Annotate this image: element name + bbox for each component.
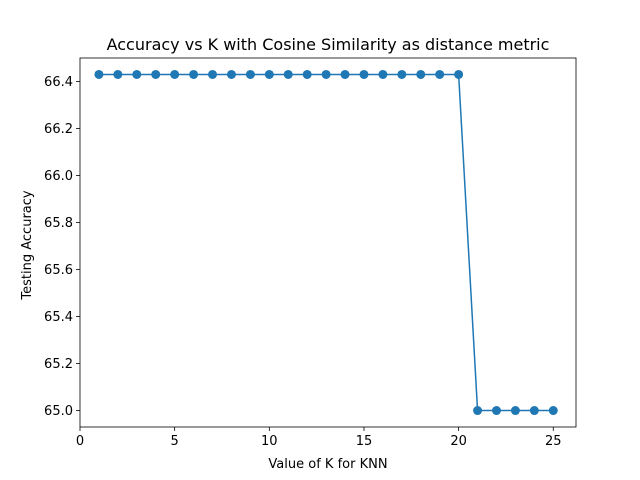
axes-frame [79, 57, 577, 428]
data-point [94, 69, 104, 79]
x-tick-label: 20 [450, 434, 467, 449]
data-point [548, 406, 558, 416]
y-tick-label: 66.4 [44, 75, 73, 90]
data-point [416, 69, 426, 79]
data-point [378, 69, 388, 79]
x-tick-label: 10 [261, 434, 278, 449]
data-point [113, 69, 123, 79]
y-tick-label: 65.8 [44, 216, 73, 231]
data-point [435, 69, 445, 79]
data-point [454, 69, 464, 79]
data-point [491, 406, 501, 416]
data-point [359, 69, 369, 79]
data-point [189, 69, 199, 79]
x-tick-label: 25 [545, 434, 562, 449]
data-point [397, 69, 407, 79]
x-tick-label: 0 [76, 434, 84, 449]
data-point [529, 406, 539, 416]
x-axis-label: Value of K for KNN [268, 457, 387, 472]
data-point [151, 69, 161, 79]
y-axis-label: Testing Accuracy [20, 190, 35, 300]
data-point [340, 69, 350, 79]
y-tick-label: 65.6 [44, 263, 73, 278]
data-point [264, 69, 274, 79]
data-point [245, 69, 255, 79]
chart-title: Accuracy vs K with Cosine Similarity as … [107, 35, 550, 54]
y-tick-label: 65.4 [44, 310, 73, 325]
data-point [132, 69, 142, 79]
data-point [170, 69, 180, 79]
y-tick-label: 66.0 [44, 169, 73, 184]
data-point [302, 69, 312, 79]
x-tick-label: 15 [356, 434, 373, 449]
data-point [208, 69, 218, 79]
data-point [473, 406, 483, 416]
y-tick-label: 65.2 [44, 357, 73, 372]
data-point [226, 69, 236, 79]
x-tick-label: 5 [171, 434, 179, 449]
data-point [321, 69, 331, 79]
data-point [283, 69, 293, 79]
data-point [510, 406, 520, 416]
y-tick-label: 65.0 [44, 404, 73, 419]
plot-area: 0 5 10 15 20 25 65.0 65.2 65.4 65.6 65.8 66.0 66.2 66… [44, 57, 577, 449]
y-tick-label: 66.2 [44, 122, 73, 137]
